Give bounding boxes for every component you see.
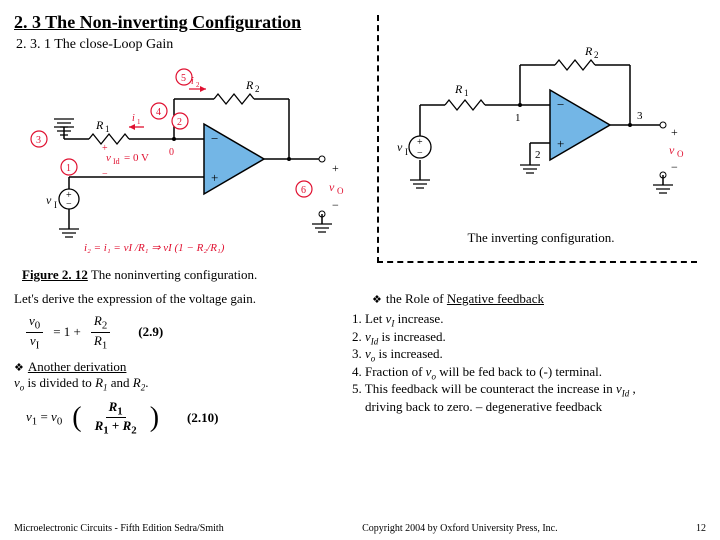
svg-text:R: R [95, 118, 104, 132]
fb-5b: driving back to zero. – degenerative fee… [352, 399, 702, 415]
svg-text:3: 3 [637, 110, 643, 122]
r1: R [95, 375, 103, 390]
svg-text:v: v [397, 140, 403, 154]
inverting-box: − + +− vI R1 1 2 R [377, 15, 697, 263]
svg-text:I: I [54, 200, 57, 210]
footer: Microelectronic Circuits - Fifth Edition… [14, 523, 706, 534]
svg-text:4: 4 [156, 107, 161, 118]
another-head-text: Another derivation [28, 359, 127, 374]
svg-text:+: + [671, 125, 678, 139]
svg-text:i: i [132, 113, 135, 124]
svg-text:1: 1 [66, 163, 71, 174]
inverting-circuit: − + +− vI R1 1 2 R [385, 25, 685, 220]
svg-text:= 0 V: = 0 V [124, 152, 149, 164]
footer-center: Copyright 2004 by Oxford University Pres… [362, 523, 558, 534]
another-derivation-head: Another derivation [14, 359, 334, 375]
derive-text: Let's derive the expression of the volta… [14, 291, 334, 307]
eq29-number: (2.9) [138, 324, 163, 340]
figure-caption: Figure 2. 12 The noninverting configurat… [22, 267, 706, 283]
svg-text:+: + [332, 161, 339, 175]
svg-text:R: R [454, 82, 463, 96]
left-column: Let's derive the expression of the volta… [14, 291, 334, 443]
r2: R [133, 375, 141, 390]
figure-caption-text: The noninverting configuration. [88, 267, 257, 282]
svg-text:1: 1 [515, 112, 521, 124]
svg-text:2: 2 [594, 50, 599, 60]
equation-2-10: v1 = v0 ( R1R1 + R2 ) (2.10) [26, 399, 334, 437]
noninverting-circuit: − + +− vI v Id = 0 V + − R1 i1 0 [14, 59, 369, 254]
svg-text:O: O [677, 149, 684, 159]
eq210-number: (2.10) [187, 410, 218, 426]
svg-text:1: 1 [105, 124, 110, 134]
svg-text:v: v [329, 180, 335, 194]
role-head-text: the Role of [386, 291, 447, 306]
svg-text:+: + [417, 137, 423, 148]
content-row: Let's derive the expression of the volta… [14, 291, 706, 443]
svg-text:5: 5 [181, 73, 186, 84]
right-column: the Role of Negative feedback 1. Let vI … [352, 291, 702, 443]
and-text: and [108, 375, 133, 390]
fb-2: 2. vId is increased. [352, 329, 702, 347]
period: . [145, 375, 148, 390]
svg-text:−: − [66, 199, 72, 210]
figure-number: Figure 2. 12 [22, 267, 88, 282]
divided-text: is divided to [24, 375, 95, 390]
svg-text:I: I [405, 147, 408, 157]
svg-text:−: − [671, 160, 678, 174]
svg-text:−: − [102, 169, 108, 180]
fb-1: 1. Let vI increase. [352, 311, 702, 329]
footer-right: 12 [696, 523, 706, 534]
fb-4: 4. Fraction of vo will be fed back to (-… [352, 364, 702, 382]
svg-text:R: R [245, 78, 254, 92]
another-derivation-text: vo is divided to R1 and R2. [14, 375, 334, 393]
inverting-caption: The inverting configuration. [385, 230, 697, 246]
svg-text:v: v [669, 143, 675, 157]
svg-text:2: 2 [255, 84, 260, 94]
role-link: Negative feedback [447, 291, 544, 306]
equation-2-9: v0vI = 1 + R2R1 (2.9) [26, 313, 334, 351]
svg-text:2: 2 [196, 81, 200, 89]
eq29-op: = 1 + [53, 324, 81, 340]
svg-text:0: 0 [169, 147, 174, 158]
svg-text:1: 1 [137, 118, 141, 126]
svg-text:−: − [211, 131, 218, 146]
svg-text:O: O [337, 186, 344, 196]
svg-text:−: − [557, 97, 564, 112]
svg-text:Id: Id [113, 157, 120, 166]
footer-left: Microelectronic Circuits - Fifth Edition… [14, 523, 224, 534]
svg-text:+: + [211, 170, 218, 185]
fb-5: 5. This feedback will be counteract the … [352, 381, 702, 399]
svg-text:−: − [417, 148, 423, 159]
svg-text:−: − [332, 198, 339, 212]
svg-text:+: + [557, 136, 564, 151]
svg-text:+: + [102, 143, 108, 154]
svg-text:2: 2 [177, 117, 182, 128]
svg-text:2: 2 [535, 149, 541, 161]
svg-text:R: R [584, 44, 593, 58]
svg-text:v: v [46, 193, 52, 207]
fb-3: 3. vo is increased. [352, 346, 702, 364]
figure-row: − + +− vI v Id = 0 V + − R1 i1 0 [14, 59, 706, 263]
svg-text:3: 3 [36, 135, 41, 146]
svg-text:1: 1 [464, 88, 469, 98]
feedback-list: 1. Let vI increase. 2. vId is increased.… [352, 311, 702, 415]
feedback-head: the Role of Negative feedback [372, 291, 702, 307]
svg-text:6: 6 [301, 185, 306, 196]
svg-text:i₂ = i₁ = vI /R₁ ⇒ vI (1 − R₂/: i₂ = i₁ = vI /R₁ ⇒ vI (1 − R₂/R₁) [84, 242, 225, 254]
